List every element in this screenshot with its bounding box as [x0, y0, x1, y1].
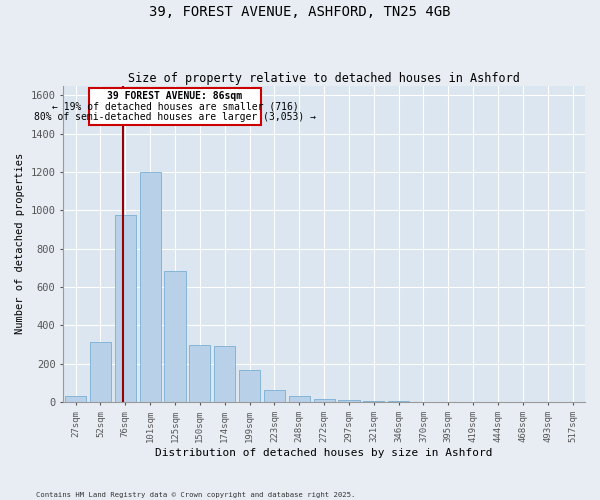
Bar	[264, 390, 285, 402]
Bar	[239, 370, 260, 402]
Bar	[314, 399, 335, 402]
Y-axis label: Number of detached properties: Number of detached properties	[15, 153, 25, 334]
Bar	[289, 396, 310, 402]
Bar	[338, 400, 359, 402]
Bar	[90, 342, 111, 402]
Bar	[65, 396, 86, 402]
Bar	[115, 215, 136, 402]
Text: 39, FOREST AVENUE, ASHFORD, TN25 4GB: 39, FOREST AVENUE, ASHFORD, TN25 4GB	[149, 5, 451, 19]
Bar	[214, 346, 235, 402]
Text: ← 19% of detached houses are smaller (716): ← 19% of detached houses are smaller (71…	[52, 102, 298, 112]
Bar	[388, 401, 409, 402]
Text: Contains HM Land Registry data © Crown copyright and database right 2025.: Contains HM Land Registry data © Crown c…	[36, 492, 355, 498]
Bar	[164, 270, 185, 402]
X-axis label: Distribution of detached houses by size in Ashford: Distribution of detached houses by size …	[155, 448, 493, 458]
Title: Size of property relative to detached houses in Ashford: Size of property relative to detached ho…	[128, 72, 520, 85]
Bar	[140, 172, 161, 402]
Text: 39 FOREST AVENUE: 86sqm: 39 FOREST AVENUE: 86sqm	[107, 91, 242, 101]
Bar	[363, 401, 385, 402]
Bar	[189, 344, 211, 402]
Text: 80% of semi-detached houses are larger (3,053) →: 80% of semi-detached houses are larger (…	[34, 112, 316, 122]
FancyBboxPatch shape	[89, 88, 261, 125]
